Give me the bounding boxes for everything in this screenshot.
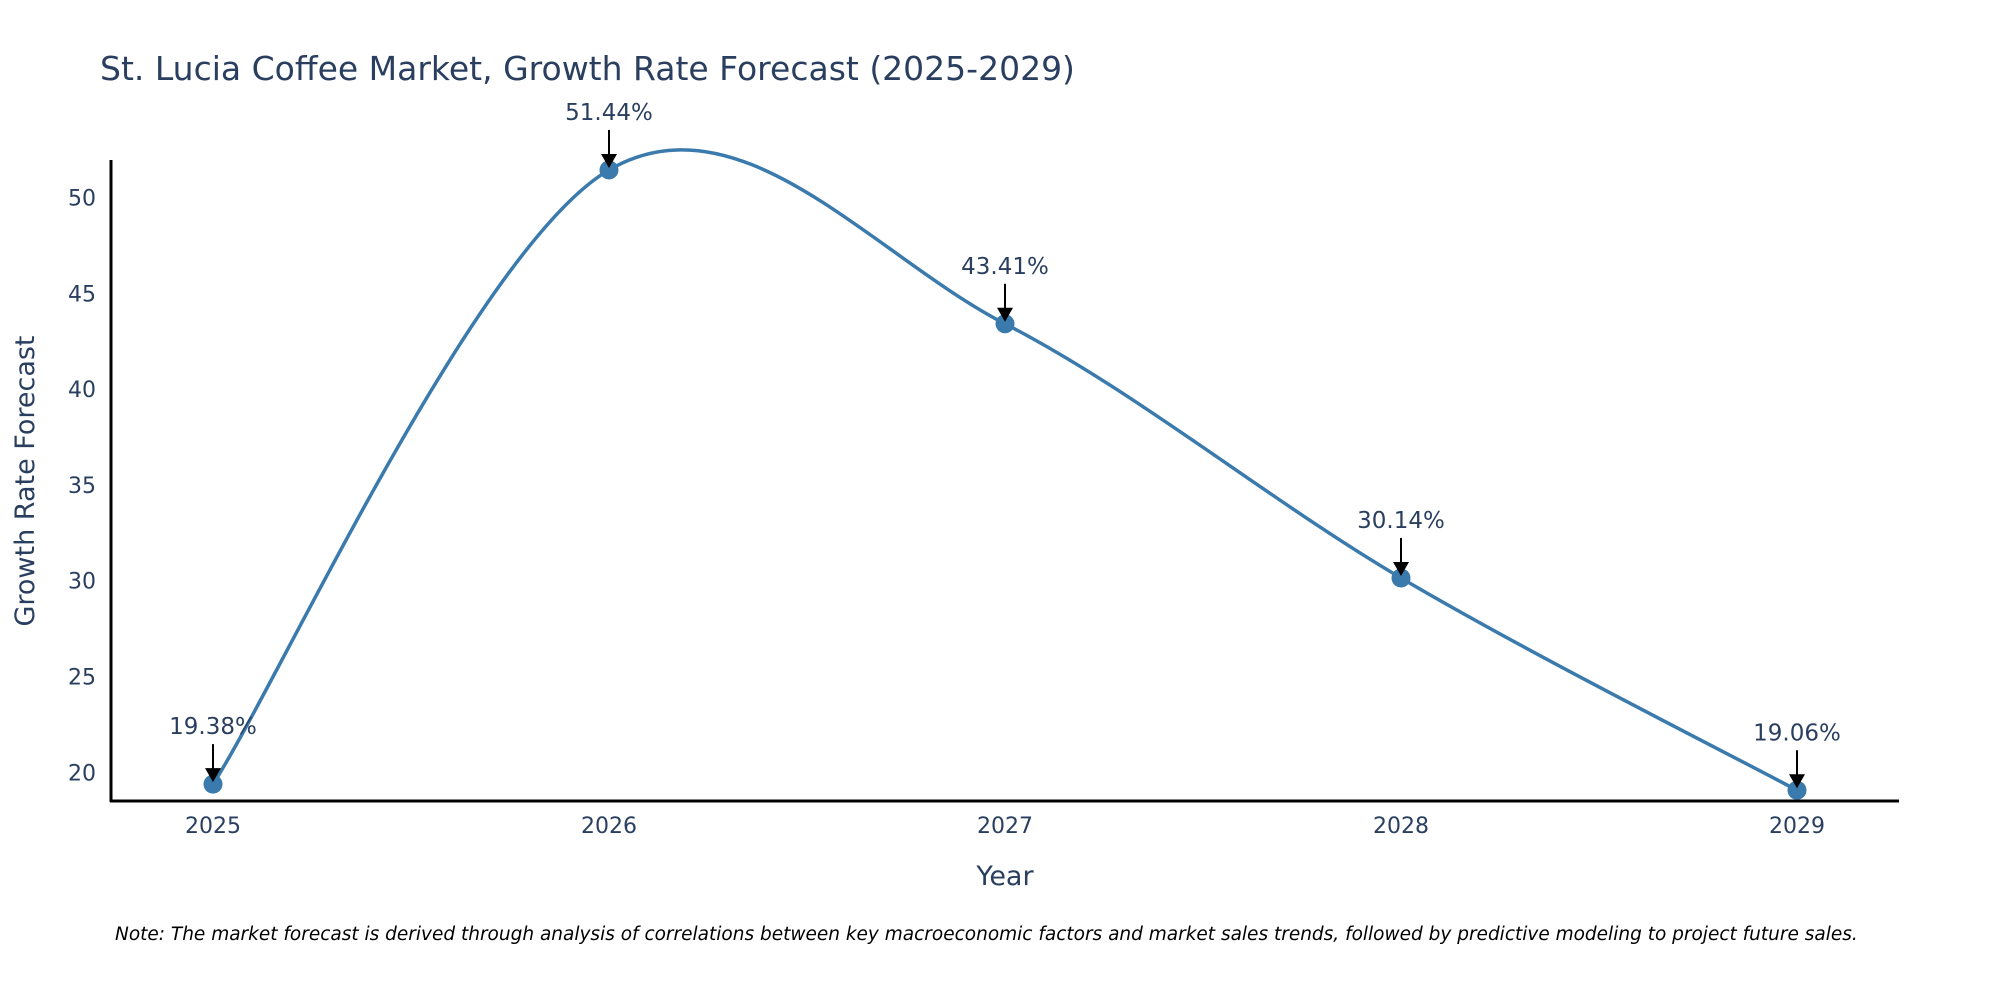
y-tick-label: 40 — [68, 378, 96, 403]
y-tick-label: 20 — [68, 761, 96, 786]
data-label: 30.14% — [1357, 508, 1445, 534]
data-label: 51.44% — [565, 100, 653, 126]
y-tick-label: 25 — [68, 665, 96, 690]
annotation-layer: 19.38% 51.44% 43.41% 30.14% 19.06% — [169, 100, 1841, 789]
footnote: Note: The market forecast is derived thr… — [115, 924, 1858, 945]
x-tick-label: 2027 — [977, 814, 1033, 839]
y-axis-title: Growth Rate Forecast — [10, 335, 41, 626]
data-point — [995, 314, 1015, 334]
data-label: 43.41% — [961, 254, 1049, 280]
y-tick-label: 50 — [68, 187, 96, 212]
x-tick-label: 2028 — [1373, 814, 1429, 839]
annotation-arrow-head — [997, 307, 1013, 322]
data-point — [1787, 780, 1807, 800]
series-layer — [211, 148, 1799, 793]
y-tick-label: 45 — [68, 282, 96, 307]
y-tick-label: 35 — [68, 474, 96, 499]
annotation-arrow-head — [1789, 774, 1805, 789]
annotation-arrow-head — [1393, 562, 1409, 577]
data-point — [203, 774, 223, 794]
x-tick-label: 2025 — [185, 814, 241, 839]
marker-layer — [203, 160, 1807, 800]
data-point — [599, 160, 619, 180]
x-tick-label: 2029 — [1769, 814, 1825, 839]
y-axis-ticks: 20 25 30 35 40 45 50 — [68, 187, 96, 787]
y-tick-label: 30 — [68, 570, 96, 595]
chart-title: St. Lucia Coffee Market, Growth Rate For… — [100, 49, 1075, 88]
annotation-arrow-head — [205, 768, 221, 783]
x-axis-ticks: 2025 2026 2027 2028 2029 — [185, 814, 1825, 839]
annotation-arrow-head — [601, 153, 617, 168]
data-label: 19.38% — [169, 714, 257, 740]
x-tick-label: 2026 — [581, 814, 637, 839]
x-axis-title: Year — [975, 861, 1034, 892]
data-label: 19.06% — [1753, 720, 1841, 746]
data-point — [1391, 568, 1411, 588]
series-line — [211, 148, 1799, 793]
